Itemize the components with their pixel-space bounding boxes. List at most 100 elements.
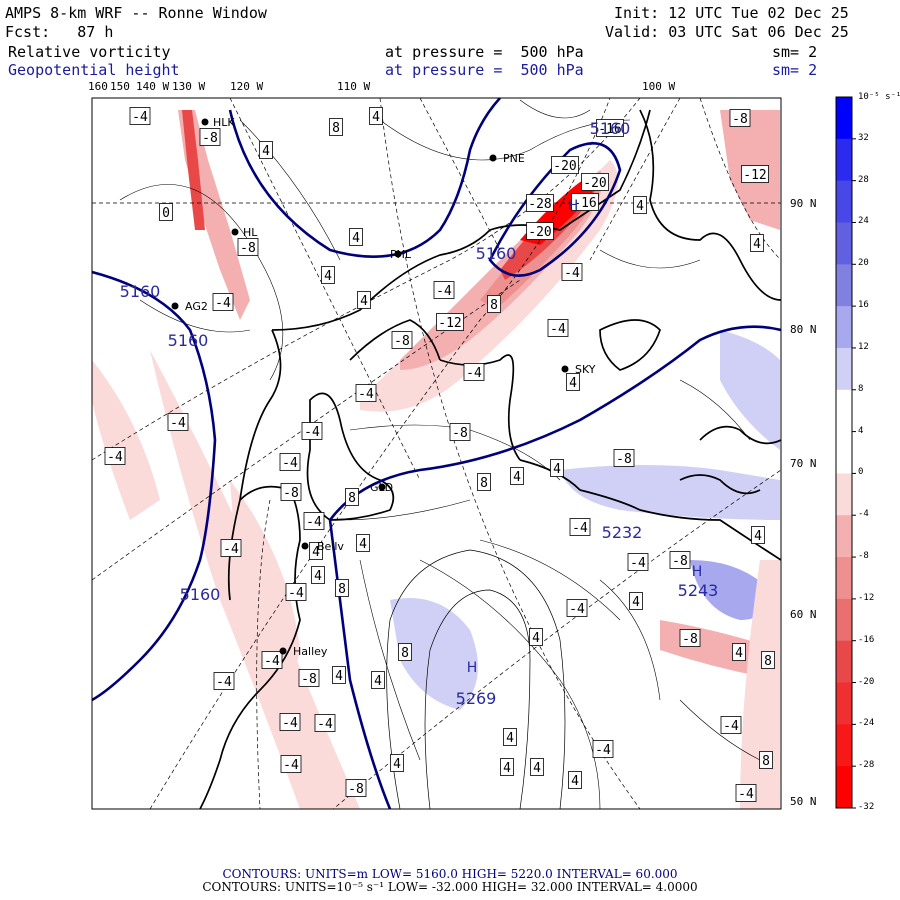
vorticity-label-text: -4 (738, 787, 754, 802)
vorticity-label-layer: -4 -8 4 8 4 -16 -20 -20 -28 -16 -20 4 -8 0 4 4 -8 -12 -4 4 4… (104, 107, 775, 802)
vorticity-label-text: 4 (372, 110, 380, 125)
vorticity-contour-label: -4 (561, 263, 583, 281)
vorticity-contour-label: 4 (309, 542, 323, 560)
vorticity-label-text: 4 (374, 674, 382, 689)
label-box (345, 779, 367, 797)
label-box (303, 512, 325, 530)
label-box (321, 266, 335, 284)
vorticity-contour-label: 4 (568, 771, 582, 789)
vorticity-label-text: -4 (317, 717, 333, 732)
vorticity-label-text: 4 (632, 595, 640, 610)
colorbar-tick-label: -32 (858, 802, 875, 812)
height-contour-label: 5160 (168, 331, 209, 350)
vorticity-contour-label: -4 (592, 740, 614, 758)
station-label: PNE (503, 152, 525, 165)
vorticity-label-text: -8 (283, 486, 299, 501)
vorticity-label-text: 8 (480, 476, 488, 491)
vorticity-contour-label: 4 (356, 534, 370, 552)
vorticity-label-text: 4 (533, 761, 541, 776)
label-box (568, 771, 582, 789)
colorbar-tick-label: -8 (858, 551, 869, 562)
label-box (279, 453, 301, 471)
label-box (329, 118, 343, 136)
vorticity-contour-label: -4 (314, 714, 336, 732)
label-box (477, 473, 491, 491)
colorbar-tick-label: -28 (858, 760, 875, 771)
station-dot (394, 250, 402, 258)
vorticity-label-text: -12 (743, 168, 766, 183)
colorbar-swatch (836, 682, 852, 725)
label-box (212, 293, 234, 311)
colorbar-swatch (836, 473, 852, 516)
colorbar-swatch (836, 347, 852, 391)
label-box (463, 363, 485, 381)
vorticity-contour-label: 8 (759, 751, 773, 769)
vorticity-contour-label: 4 (259, 141, 273, 159)
lat-label: 80 N (790, 323, 817, 336)
vorticity-label-text: -16 (598, 122, 621, 137)
lat-label: 70 N (790, 457, 817, 470)
vorticity-contour-label: -8 (613, 449, 635, 467)
vorticity-label-text: -4 (107, 450, 123, 465)
station-marker: PHL (390, 248, 412, 261)
vorticity-contour-label: -16 (571, 193, 599, 211)
map-area (92, 98, 781, 809)
label-box (280, 483, 302, 501)
vorticity-label-text: 4 (359, 537, 367, 552)
vorticity-contour-label: -4 (627, 553, 649, 571)
field2-level: at pressure = 500 hPa (385, 61, 584, 79)
label-box (332, 666, 346, 684)
vorticity-label-text: 8 (401, 646, 409, 661)
label-box (529, 628, 543, 646)
colorbar-swatch (836, 180, 852, 223)
vorticity-label-text: -16 (573, 196, 596, 211)
colorbar-frame (835, 96, 853, 809)
vorticity-contour-label: -28 (526, 194, 554, 212)
vorticity-label-text: 4 (335, 669, 343, 684)
label-box (285, 583, 307, 601)
label-box (633, 196, 647, 214)
lon-label: 150 (110, 80, 130, 93)
station-label: HL (243, 226, 258, 239)
vorticity-label-text: 4 (352, 231, 360, 246)
vorticity-contour-label: -4 (220, 539, 242, 557)
vorticity-label-text: 4 (636, 199, 644, 214)
vorticity-label-text: -4 (170, 416, 186, 431)
label-box (355, 384, 377, 402)
vorticity-contour-label: 8 (487, 295, 501, 313)
station-marker: GLD (370, 481, 393, 494)
vorticity-label-text: -4 (358, 387, 374, 402)
init-time: Init: 12 UTC Tue 02 Dec 25 (614, 4, 849, 22)
label-box (741, 165, 769, 183)
vorticity-contour-label: 8 (345, 488, 359, 506)
label-box (627, 553, 649, 571)
colorbar-swatch (836, 557, 852, 600)
label-box (581, 173, 609, 191)
vorticity-contour-label: -4 (566, 599, 588, 617)
vorticity-label-text: -8 (202, 131, 218, 146)
vorticity-label-text: -4 (564, 266, 580, 281)
station-layer: HLK PNE HL PHL AG2 SKY GLD Bellv Halley (171, 116, 596, 658)
vorticity-contour-label: -12 (741, 165, 769, 183)
station-marker: HLK (201, 116, 235, 129)
label-box (298, 669, 320, 687)
vorticity-label-text: 8 (348, 491, 356, 506)
label-box (311, 566, 325, 584)
vorticity-label-text: -4 (283, 758, 299, 773)
colorbar-tick-label: -16 (858, 634, 875, 645)
vorticity-label-text: 4 (569, 376, 577, 391)
vorticity-label-text: -4 (216, 675, 232, 690)
vorticity-contour-label: 4 (529, 628, 543, 646)
map-frame (91, 97, 782, 810)
vorticity-contour-label: 8 (761, 651, 775, 669)
vorticity-label-text: 4 (532, 631, 540, 646)
station-label: AG2 (185, 300, 208, 313)
vorticity-contour-label: 4 (629, 592, 643, 610)
vorticity-label-text: -8 (452, 426, 468, 441)
vorticity-label-text: -12 (438, 316, 461, 331)
vorticity-contour-label: -8 (669, 551, 691, 569)
vorticity-label-text: 4 (503, 761, 511, 776)
vorticity-contour-label: 4 (500, 758, 514, 776)
station-label: GLD (370, 481, 393, 494)
colorbar-swatch (836, 431, 852, 474)
